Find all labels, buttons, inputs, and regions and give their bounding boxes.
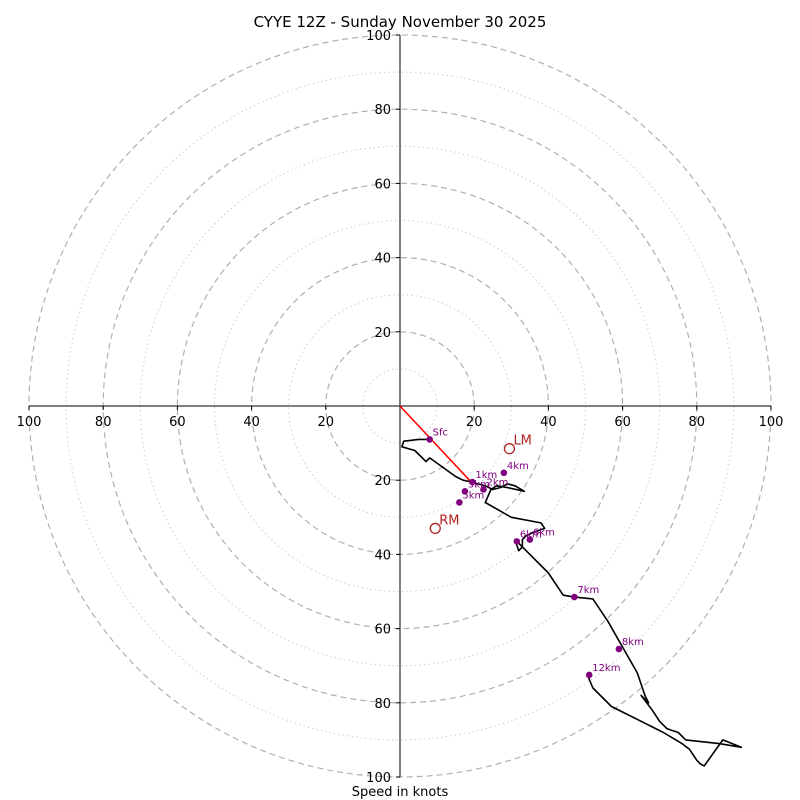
y-tick-label: 60: [374, 623, 391, 638]
height-point-label: 4km: [507, 461, 529, 472]
height-point: [615, 645, 623, 653]
height-point: [526, 536, 534, 543]
x-tick-label: 100: [759, 415, 784, 430]
height-point: [571, 593, 578, 601]
x-tick-label: 60: [169, 415, 186, 430]
height-point: [456, 499, 463, 506]
storm-motion-markers: LM RM: [429, 434, 532, 535]
y-tick-label: 60: [374, 177, 391, 192]
x-tick-label: 60: [614, 415, 631, 430]
height-point: [469, 478, 476, 486]
y-tick-label: 40: [374, 252, 391, 267]
height-point-label: 7km: [577, 585, 599, 596]
x-tick-label: 80: [689, 415, 706, 430]
hodograph-trace: [401, 438, 743, 767]
x-axis-label: Speed in knots: [352, 785, 449, 800]
x-tick-label: 80: [95, 415, 112, 430]
height-point-label: 12km: [592, 663, 620, 674]
height-point-label: 6km: [533, 528, 555, 539]
y-tick-label: 80: [374, 103, 391, 118]
x-tick-label: 100: [17, 415, 42, 430]
height-point: [480, 486, 487, 493]
height-point: [426, 436, 433, 443]
y-ticks: 20 40 60 80 100 20 40 60 80 100: [366, 29, 400, 786]
y-tick-label: 80: [374, 697, 391, 712]
storm-motion-label: LM: [513, 434, 531, 449]
x-ticks: 100 80 60 40 20 20 40 60 80 100: [17, 406, 784, 430]
height-point-label: 8km: [622, 637, 644, 648]
y-tick-label: 100: [366, 29, 391, 44]
height-point-label: 2km: [486, 477, 508, 488]
y-tick-label: 20: [374, 326, 391, 341]
storm-motion-label: RM: [439, 513, 459, 528]
x-tick-label: 20: [318, 415, 335, 430]
height-point-label: 6km: [520, 529, 542, 540]
y-tick-label: 100: [366, 771, 391, 786]
y-tick-label: 20: [374, 474, 391, 489]
y-tick-label: 40: [374, 548, 391, 563]
height-point: [500, 469, 508, 477]
height-point: [585, 671, 593, 679]
height-point: [461, 488, 469, 495]
height-point-label: Sfc: [433, 427, 448, 438]
height-point-label: 5km: [462, 490, 484, 501]
x-tick-label: 40: [540, 415, 557, 430]
x-tick-label: 40: [243, 415, 260, 430]
x-tick-label: 20: [466, 415, 483, 430]
chart-title: CYYE 12Z - Sunday November 30 2025: [254, 13, 547, 31]
height-point-label: 3km: [468, 479, 490, 490]
height-point: [513, 538, 521, 545]
storm-motion-line: [399, 405, 472, 482]
storm-motion-marker: [429, 522, 441, 535]
wind-profile: [399, 405, 743, 767]
height-point-label: 1km: [475, 470, 497, 481]
storm-motion-marker: [503, 443, 516, 455]
